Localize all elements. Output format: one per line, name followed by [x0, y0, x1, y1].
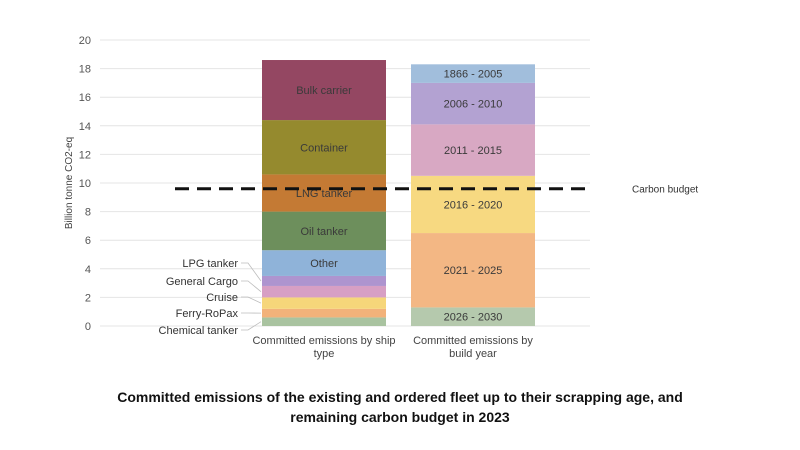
- y-tick-label: 6: [85, 235, 91, 247]
- x-category-label: Committed emissions by: [413, 335, 533, 347]
- bar-segment-oil-tanker: [262, 211, 386, 251]
- side-label-ferry-ropax: Ferry-RoPax: [176, 308, 239, 320]
- chart-caption-line-2: remaining carbon budget in 2023: [290, 409, 510, 425]
- side-label-general-cargo: General Cargo: [166, 276, 238, 288]
- bar-segment-lng-tanker: [262, 174, 386, 212]
- bar-segment-2021-2025: [411, 233, 535, 308]
- segment-label-2026-2030: 2026 - 2030: [444, 312, 503, 324]
- y-tick-label: 16: [79, 92, 91, 104]
- bar-segment-2026-2030: [411, 307, 535, 326]
- bar-segment-chemical-tanker: [262, 317, 386, 326]
- y-tick-label: 12: [79, 149, 91, 161]
- y-tick-label: 2: [85, 292, 91, 304]
- segment-label-container: Container: [300, 142, 348, 154]
- leader-line-cruise: [241, 296, 262, 304]
- segment-label-lng-tanker: LNG tanker: [296, 188, 353, 200]
- segment-label-2011-2015: 2011 - 2015: [444, 145, 502, 157]
- x-category-label: type: [314, 348, 335, 360]
- y-tick-label: 0: [85, 321, 91, 333]
- side-label-chemical-tanker: Chemical tanker: [159, 325, 239, 337]
- x-category-label: build year: [449, 348, 497, 360]
- carbon-budget-label: Carbon budget: [632, 185, 698, 196]
- bar-segment-other: [262, 250, 386, 276]
- chart-caption-line-1: Committed emissions of the existing and …: [117, 389, 683, 405]
- bar-segment-cruise: [262, 297, 386, 309]
- segment-label-bulk-carrier: Bulk carrier: [296, 85, 352, 97]
- bar-segment-container: [262, 120, 386, 175]
- y-tick-label: 4: [85, 264, 91, 276]
- bar-segment-lpg-tanker: [262, 275, 386, 286]
- leader-line-general-cargo: [241, 280, 262, 292]
- x-category-label: Committed emissions by ship: [252, 335, 395, 347]
- y-tick-label: 18: [79, 64, 91, 76]
- leader-line-lpg-tanker: [241, 262, 262, 282]
- bar-segment-general-cargo: [262, 285, 386, 298]
- bar-segment-ferry-ropax: [262, 308, 386, 318]
- side-label-cruise: Cruise: [206, 292, 238, 304]
- leader-line-chemical-tanker: [241, 321, 262, 331]
- bar-segment-bulk-carrier: [262, 60, 386, 121]
- y-tick-label: 10: [79, 178, 91, 190]
- segment-label-other: Other: [310, 258, 338, 270]
- bar-segment-2011-2015: [411, 124, 535, 176]
- y-axis-title: Billion tonne CO2-eq: [64, 137, 75, 229]
- side-label-lpg-tanker: LPG tanker: [182, 258, 238, 270]
- y-tick-label: 20: [79, 35, 91, 47]
- segment-label-2021-2025: 2021 - 2025: [444, 265, 503, 277]
- y-tick-label: 8: [85, 207, 91, 219]
- bar-segment-2016-2020: [411, 175, 535, 234]
- segment-label-2006-2010: 2006 - 2010: [444, 99, 503, 111]
- segment-label-oil-tanker: Oil tanker: [300, 226, 347, 238]
- stacked-bar-chart: 0 2 4 6 8 10 12 14 16 18 20 Billion tonne CO2-eq Oth…: [64, 35, 698, 360]
- bar-segment-2006-2010: [411, 82, 535, 125]
- segment-label-1866-2005: 1866 - 2005: [444, 69, 503, 81]
- bar-segment-1866-2005: [411, 64, 535, 83]
- y-tick-label: 14: [79, 121, 91, 133]
- segment-label-2016-2020: 2016 - 2020: [444, 199, 503, 211]
